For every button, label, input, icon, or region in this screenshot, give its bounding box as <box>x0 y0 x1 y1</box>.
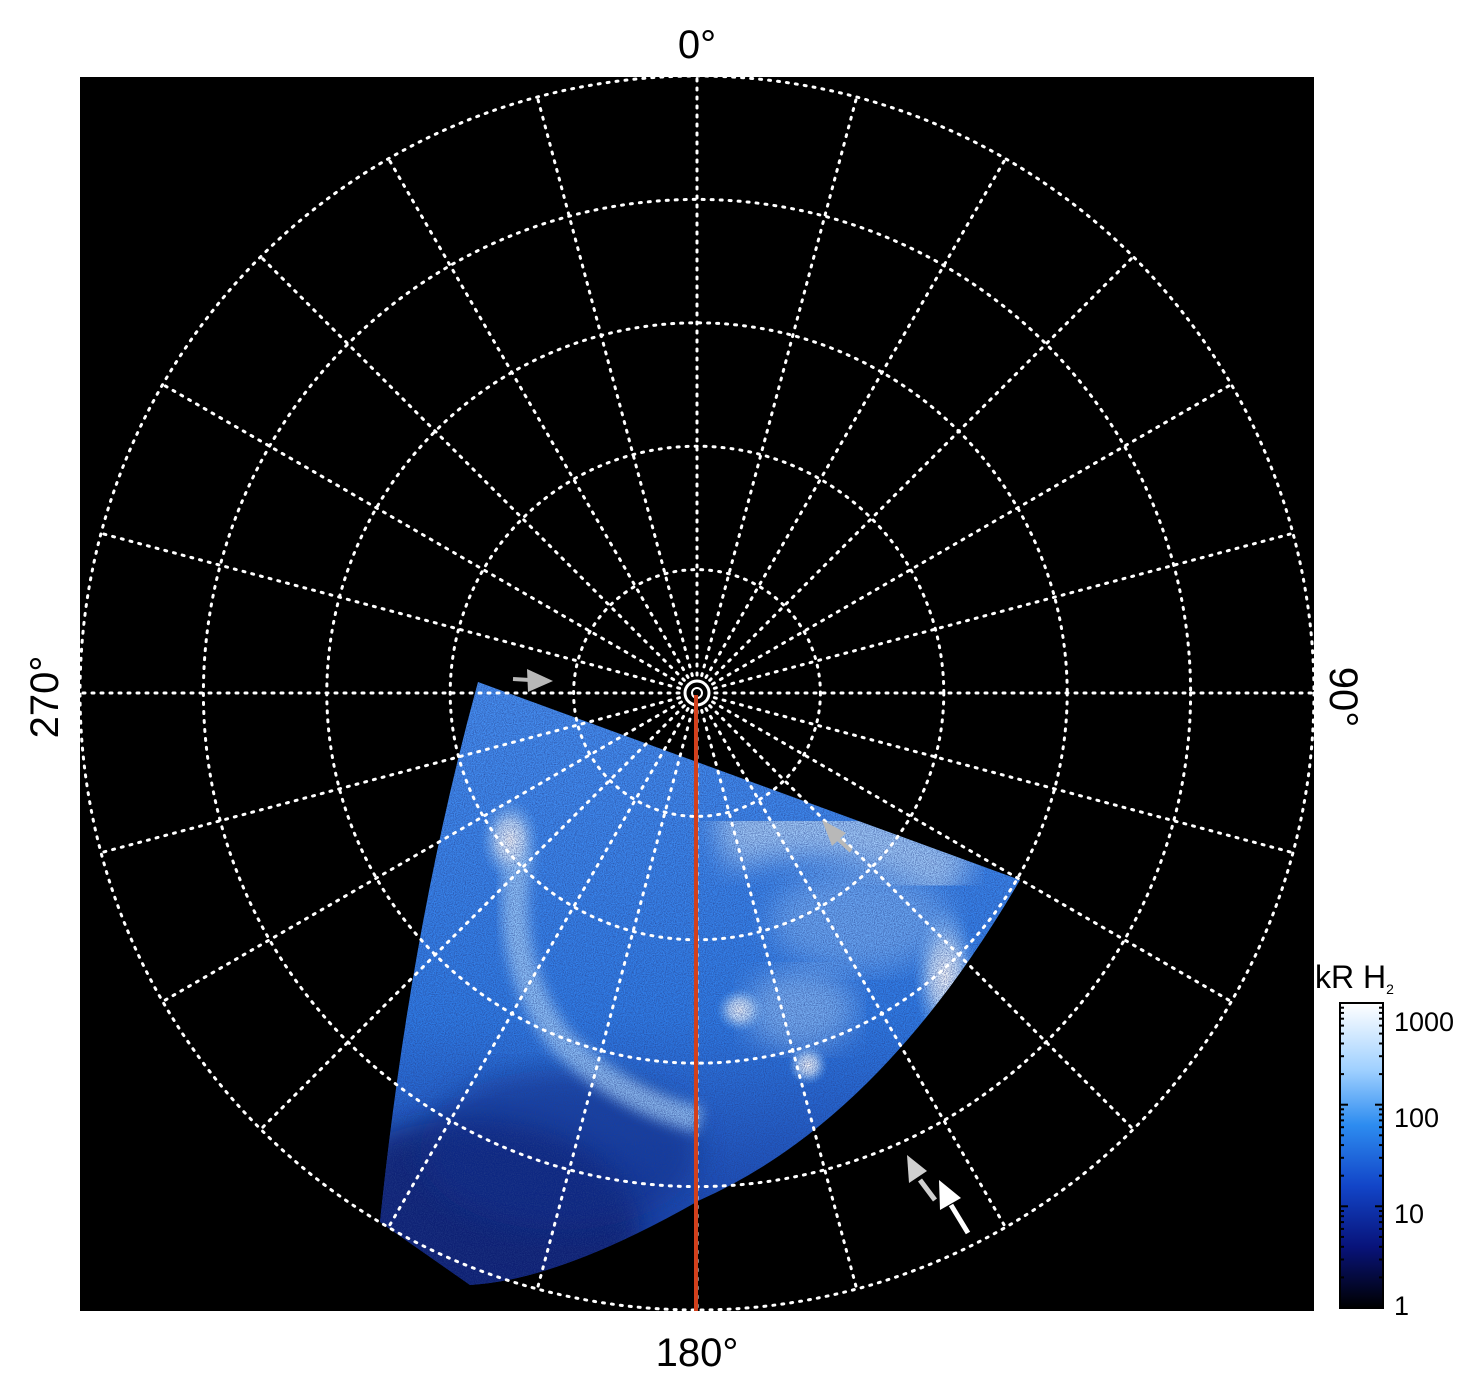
meridian-line <box>711 700 1233 1003</box>
meridian-line <box>700 708 859 1291</box>
arrow-grey-2 <box>822 820 853 853</box>
meridian-line <box>99 696 682 855</box>
meridian-line <box>99 531 682 690</box>
arrow-grey-1 <box>512 669 553 692</box>
arrow-grey-3 <box>907 1155 937 1202</box>
meridian-line <box>161 383 683 686</box>
colorbar-title: kR H2 <box>1315 959 1394 997</box>
latitude-ring <box>572 568 822 818</box>
colorbar-tick-10: 10 <box>1394 1199 1424 1229</box>
meridian-line <box>708 704 1135 1131</box>
meridian-line <box>387 157 690 679</box>
colorbar-gradient <box>1339 1002 1384 1309</box>
arrow-white <box>939 1180 971 1235</box>
meridian-line <box>535 708 694 1291</box>
label-left-270deg: 270° <box>23 656 67 739</box>
label-top-0deg: 0° <box>678 23 716 67</box>
meridian-line <box>387 707 690 1229</box>
meridian-line <box>712 531 1295 690</box>
colorbar-tick-1000: 1000 <box>1394 1007 1454 1037</box>
colorbar: kR H2 1000 100 10 1 <box>1315 959 1454 1321</box>
meridian-line <box>259 704 686 1131</box>
polar-grid <box>80 77 1314 1311</box>
meridian-line <box>704 157 1007 679</box>
meridian-line <box>704 707 1007 1229</box>
colorbar-tick-1: 1 <box>1394 1291 1409 1321</box>
label-bottom-180deg: 180° <box>656 1331 739 1375</box>
meridian-line <box>712 696 1295 855</box>
meridian-line <box>700 95 859 678</box>
meridian-line <box>535 95 694 678</box>
meridian-line <box>711 383 1233 686</box>
label-right-90deg: 90° <box>1321 667 1365 728</box>
meridian-line <box>161 700 683 1003</box>
colorbar-tick-100: 100 <box>1394 1103 1439 1133</box>
meridian-line <box>708 255 1135 682</box>
meridian-line <box>259 255 686 682</box>
colorbar-title-subscript: 2 <box>1386 981 1394 997</box>
